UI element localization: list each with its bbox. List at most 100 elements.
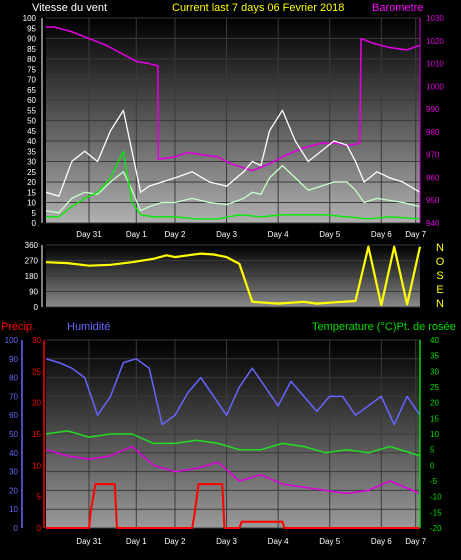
temp-tick-label: -5 [430, 477, 438, 486]
y-tick-label: 100 [23, 14, 37, 23]
x-tick-label: Day 4 [268, 537, 289, 546]
y-tick-label: 30 [27, 158, 36, 167]
x-tick-label: Day 3 [216, 537, 237, 546]
y-right-tick-label: 940 [426, 219, 440, 228]
y-tick-label: 50 [27, 117, 36, 126]
temp-tick-label: 15 [430, 414, 439, 423]
y-right-tick-label: 1000 [426, 82, 444, 91]
y-tick-label: 180 [25, 272, 39, 281]
x-tick-label: Day 1 [126, 230, 147, 239]
series-line [46, 483, 420, 529]
x-tick-label: Day 31 [76, 537, 102, 546]
x-tick-label: Day 4 [268, 230, 289, 239]
precip-label: Précip. [1, 321, 35, 333]
y-tick-label: 35 [27, 147, 36, 156]
x-tick-label: Day 3 [216, 230, 237, 239]
precip-tick-label: 20 [32, 399, 41, 408]
temp-tick-label: -15 [430, 508, 442, 517]
y-right-tick-label: 980 [426, 128, 440, 137]
temp-tick-label: -10 [430, 493, 442, 502]
y-tick-label: 90 [27, 35, 36, 44]
y-tick-label: 5 [32, 209, 37, 218]
series-line [45, 109, 421, 197]
humidity-tick-label: 10 [9, 505, 18, 514]
precip-tick-label: 10 [32, 461, 41, 470]
temp-tick-label: 25 [430, 383, 439, 392]
y-right-tick-label: 960 [426, 173, 440, 182]
y-tick-label: 25 [27, 168, 36, 177]
series-line [46, 150, 421, 220]
compass-letter: N [436, 298, 444, 310]
temp-tick-label: 5 [430, 446, 435, 455]
y-tick-label: 90 [29, 288, 38, 297]
y-right-tick-label: 1010 [426, 60, 444, 69]
humidity-tick-label: 80 [9, 374, 18, 383]
precip-tick-label: 5 [37, 493, 42, 502]
y-tick-label: 75 [27, 65, 36, 74]
y-tick-label: 10 [27, 199, 36, 208]
x-tick-label: Day 1 [126, 537, 147, 546]
x-tick-label: Day 31 [76, 230, 102, 239]
series-line [46, 26, 421, 172]
y-right-tick-label: 950 [426, 196, 440, 205]
y-right-tick-label: 970 [426, 151, 440, 160]
temp-tick-label: 0 [430, 461, 435, 470]
temp-tick-label: 35 [430, 352, 439, 361]
y-tick-label: 0 [32, 219, 37, 228]
humidity-tick-label: 20 [9, 486, 18, 495]
humidity-tick-label: 40 [9, 449, 18, 458]
humidity-tick-label: 50 [9, 430, 18, 439]
series-line [45, 164, 421, 214]
baro-title: Barometre [372, 2, 423, 14]
series-line [45, 245, 422, 307]
temp-tick-label: 40 [430, 336, 439, 345]
y-tick-label: 45 [27, 127, 36, 136]
temp-tick-label: 20 [430, 399, 439, 408]
y-tick-label: 360 [25, 241, 39, 250]
x-tick-label: Day 5 [319, 537, 340, 546]
y-tick-label: 20 [27, 178, 36, 187]
x-tick-label: Day 6 [371, 230, 392, 239]
y-tick-label: 80 [27, 55, 36, 64]
y-right-tick-label: 1030 [426, 14, 444, 23]
humidity-tick-label: 0 [14, 524, 19, 533]
chart-title: Current last 7 days 06 Fevrier 2018 [172, 2, 344, 14]
compass-letter: N [436, 242, 444, 254]
humidity-tick-label: 60 [9, 411, 18, 420]
compass-letter: O [436, 256, 445, 268]
humidity-tick-label: 30 [9, 468, 18, 477]
humidity-tick-label: 90 [9, 355, 18, 364]
series-line [45, 445, 421, 495]
y-tick-label: 60 [27, 96, 36, 105]
series-line [45, 358, 421, 426]
series-line [45, 430, 421, 457]
y-tick-label: 65 [27, 86, 36, 95]
temp-tick-label: 10 [430, 430, 439, 439]
y-tick-label: 85 [27, 45, 36, 54]
y-right-tick-label: 990 [426, 105, 440, 114]
humidity-tick-label: 100 [5, 336, 19, 345]
x-tick-label: Day 6 [371, 537, 392, 546]
y-tick-label: 270 [25, 257, 39, 266]
compass-letter: E [436, 284, 443, 296]
precip-tick-label: 30 [32, 336, 41, 345]
compass-letter: S [436, 270, 443, 282]
y-right-tick-label: 1020 [426, 37, 444, 46]
x-tick-label: Day 2 [165, 537, 186, 546]
x-tick-label: Day 7 [405, 537, 426, 546]
temp-dew-label: Temperature (°C)Pt. de rosée [312, 321, 456, 333]
temp-tick-label: 30 [430, 367, 439, 376]
x-tick-label: Day 5 [319, 230, 340, 239]
y-tick-label: 40 [27, 137, 36, 146]
wind-title: Vitesse du vent [32, 2, 107, 14]
y-tick-label: 15 [27, 188, 36, 197]
precip-tick-label: 25 [32, 367, 41, 376]
y-tick-label: 55 [27, 106, 36, 115]
temp-tick-label: -20 [430, 524, 442, 533]
precip-tick-label: 15 [32, 430, 41, 439]
x-tick-label: Day 7 [405, 230, 426, 239]
x-tick-label: Day 2 [165, 230, 186, 239]
y-tick-label: 70 [27, 76, 36, 85]
